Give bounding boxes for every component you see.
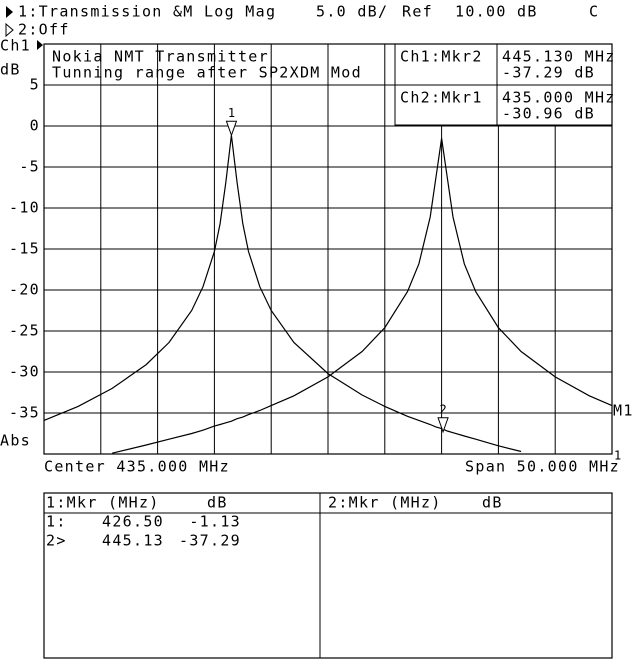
y-tick-label: 5 <box>30 76 40 94</box>
chart-title: Nokia NMT Transmitter <box>52 48 269 66</box>
traces: 12 <box>43 106 613 454</box>
table-header: 1:Mkr (MHz) <box>46 494 160 512</box>
table-cell: -1.13 <box>189 513 241 531</box>
table-cell: -37.29 <box>179 532 241 550</box>
table-header: dB <box>482 494 503 512</box>
scale: 5.0 dB/ <box>316 3 388 21</box>
y-tick-label: -30 <box>9 363 40 381</box>
channel2-setup: 2:Off <box>18 21 70 39</box>
plot-frame <box>43 43 613 455</box>
ref-value: 10.00 dB <box>455 3 538 21</box>
trace <box>43 135 522 453</box>
table-cell: 445.13 <box>102 532 164 550</box>
grid <box>44 44 612 454</box>
span-label: Span 50.000 MHz <box>465 458 620 476</box>
channel-label: Ch1 <box>0 37 31 55</box>
marker <box>437 417 449 434</box>
y-tick-label: 0 <box>30 117 40 135</box>
trace <box>112 138 613 454</box>
readout-name: Ch1:Mkr2 <box>400 48 483 66</box>
y-unit: dB <box>0 61 21 79</box>
table-frame <box>43 492 613 659</box>
marker <box>225 120 238 137</box>
table-cell: 426.50 <box>102 513 164 531</box>
center-label: Center 435.000 MHz <box>44 458 230 476</box>
trace-label: 1 <box>614 449 621 463</box>
ref-label: Ref <box>402 3 433 21</box>
y-tick-label: -10 <box>9 199 40 217</box>
ref-arrow <box>37 40 43 50</box>
y-tick-label: -5 <box>19 158 40 176</box>
active-indicator <box>6 6 13 18</box>
flag: C <box>589 3 599 21</box>
table-cell: 1: <box>46 513 67 531</box>
readout-level: -30.96 dB <box>502 105 595 123</box>
y-tick-label: -25 <box>9 322 40 340</box>
channel1-setup: 1:Transmission &M Log Mag <box>18 3 276 21</box>
chart-subtitle: Tunning range after SP2XDM Mod <box>52 64 362 82</box>
marker-label: 2 <box>439 402 446 416</box>
inactive-indicator <box>5 22 14 38</box>
format-label: Abs <box>0 432 31 450</box>
readout-freq: 445.130 MHz <box>502 48 616 66</box>
readout-level: -37.29 dB <box>502 64 595 82</box>
trace-label: M1 <box>613 402 634 420</box>
y-tick-label: -35 <box>9 404 40 422</box>
readout-name: Ch2:Mkr1 <box>400 89 483 107</box>
y-tick-label: -20 <box>9 281 40 299</box>
table-header: dB <box>207 494 228 512</box>
readout-freq: 435.000 MHz <box>502 89 616 107</box>
table-cell: 2> <box>46 532 67 550</box>
y-tick-label: -15 <box>9 240 40 258</box>
table-header: 2:Mkr (MHz) <box>328 494 442 512</box>
marker-label: 1 <box>228 106 235 120</box>
